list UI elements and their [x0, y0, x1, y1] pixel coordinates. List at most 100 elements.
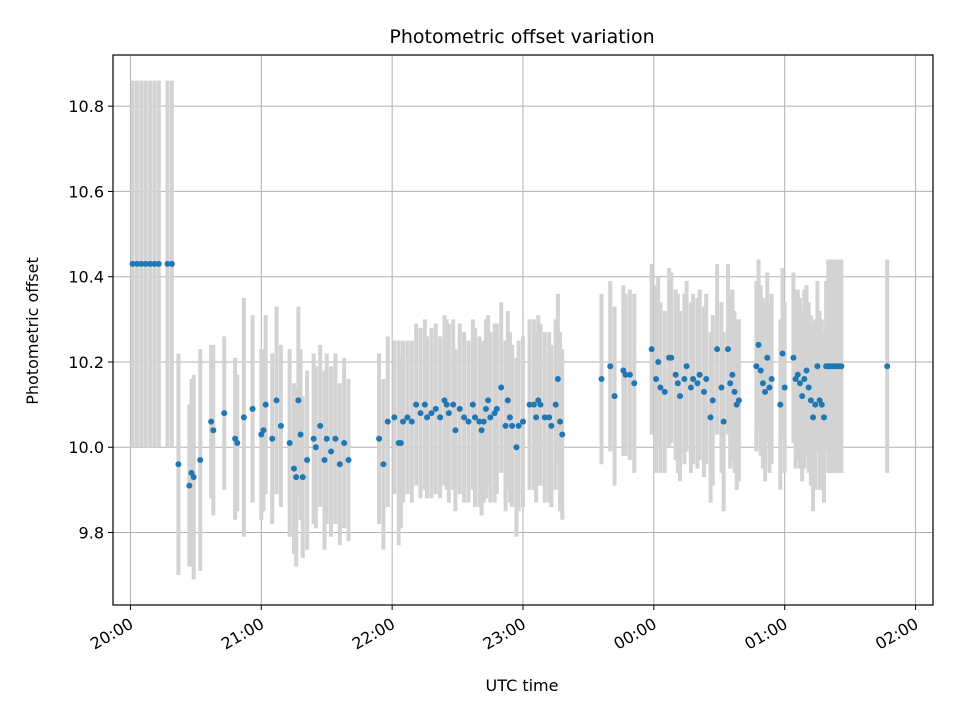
data-point	[421, 401, 428, 408]
data-point	[668, 354, 675, 361]
data-point	[424, 414, 431, 421]
data-point	[262, 401, 269, 408]
data-point	[781, 384, 788, 391]
data-point	[269, 435, 276, 442]
data-point	[417, 410, 424, 417]
data-point	[336, 461, 343, 468]
x-axis-title: UTC time	[486, 676, 559, 695]
data-point	[443, 401, 450, 408]
data-point	[548, 422, 555, 429]
data-point	[428, 410, 435, 417]
data-point	[341, 439, 348, 446]
data-point	[755, 341, 762, 348]
data-point	[801, 376, 808, 383]
data-point	[469, 401, 476, 408]
data-point	[687, 384, 694, 391]
data-point	[151, 260, 158, 267]
data-point	[299, 474, 306, 481]
data-points	[129, 260, 891, 489]
data-point	[812, 401, 819, 408]
data-point	[779, 350, 786, 357]
data-point	[504, 397, 511, 404]
data-point	[694, 380, 701, 387]
data-point	[168, 260, 175, 267]
data-point	[332, 435, 339, 442]
data-point	[690, 376, 697, 383]
data-point	[186, 482, 193, 489]
data-point	[557, 418, 564, 425]
data-point	[768, 376, 775, 383]
data-point	[674, 380, 681, 387]
data-point	[796, 380, 803, 387]
data-point	[323, 435, 330, 442]
data-point	[718, 384, 725, 391]
data-point	[794, 371, 801, 378]
y-axis-ticks: 9.8 10.0 10.2 10.4 10.6 10.8	[68, 97, 113, 543]
data-point	[799, 393, 806, 400]
data-point	[221, 410, 228, 417]
data-point	[735, 397, 742, 404]
chart-title: Photometric offset variation	[389, 26, 654, 48]
data-point	[552, 401, 559, 408]
data-point	[472, 414, 479, 421]
data-point	[520, 418, 526, 425]
data-point	[533, 414, 540, 421]
data-point	[725, 346, 731, 353]
data-point	[729, 371, 736, 378]
data-point	[648, 346, 655, 353]
data-point	[190, 474, 197, 481]
data-point	[526, 401, 533, 408]
data-point	[814, 363, 821, 370]
data-point	[155, 260, 162, 267]
data-point	[727, 380, 734, 387]
data-point	[487, 414, 494, 421]
data-point	[297, 431, 304, 438]
data-point	[707, 414, 714, 421]
y-tick-label: 10.2	[68, 353, 104, 372]
y-tick-label: 10.0	[68, 438, 104, 457]
data-point	[554, 376, 561, 383]
data-point	[884, 363, 891, 370]
data-point	[777, 401, 784, 408]
data-point	[249, 405, 256, 412]
data-point	[432, 405, 439, 412]
data-point	[397, 439, 404, 446]
data-point	[286, 439, 293, 446]
data-point	[485, 397, 492, 404]
data-point	[312, 444, 319, 451]
y-tick-label: 10.8	[68, 97, 104, 116]
data-point	[328, 448, 335, 455]
data-point	[376, 435, 383, 442]
data-point	[506, 414, 513, 421]
data-point	[757, 367, 764, 374]
data-point	[493, 405, 500, 412]
data-point	[304, 457, 311, 464]
data-point	[720, 418, 727, 425]
y-tick-label: 10.4	[68, 268, 104, 287]
data-point	[515, 422, 522, 429]
data-point	[677, 393, 684, 400]
data-point	[384, 418, 391, 425]
data-point	[598, 376, 605, 383]
data-point	[731, 388, 738, 395]
data-point	[655, 358, 662, 365]
data-point	[197, 457, 204, 464]
data-point	[291, 465, 298, 472]
data-point	[764, 354, 771, 361]
data-point	[622, 371, 629, 378]
data-point	[502, 422, 509, 429]
data-point	[759, 380, 766, 387]
data-point	[240, 414, 247, 421]
data-point	[456, 405, 463, 412]
data-point	[611, 393, 618, 400]
data-point	[476, 418, 483, 425]
data-point	[380, 461, 387, 468]
data-point	[277, 422, 284, 429]
data-point	[805, 384, 812, 391]
data-point	[478, 427, 485, 434]
data-point	[482, 405, 489, 412]
data-point	[657, 384, 664, 391]
data-point	[310, 435, 317, 442]
data-point	[408, 418, 415, 425]
